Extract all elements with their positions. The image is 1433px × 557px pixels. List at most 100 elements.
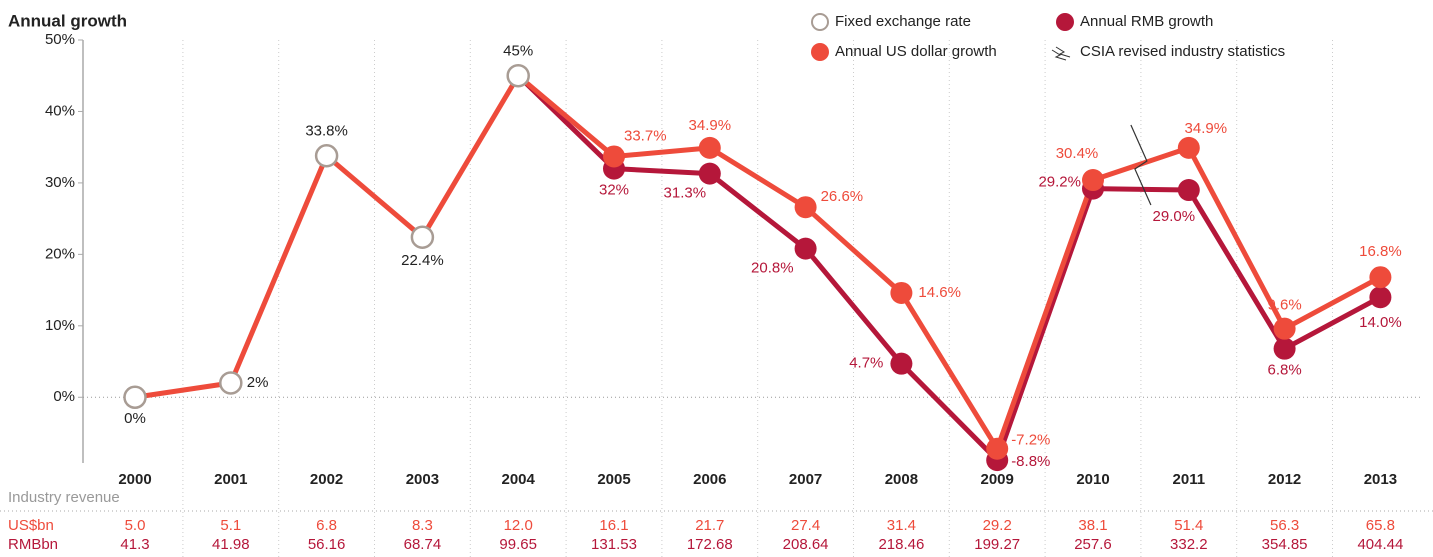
marker bbox=[1177, 136, 1200, 159]
x-tick-label: 2000 bbox=[118, 471, 151, 488]
cell: 12.0 bbox=[504, 517, 533, 534]
data-label: 30.4% bbox=[1056, 145, 1099, 162]
cell: 208.64 bbox=[783, 536, 829, 553]
marker bbox=[698, 136, 721, 159]
marker bbox=[1273, 337, 1296, 360]
cell: 31.4 bbox=[887, 517, 916, 534]
cell: 51.4 bbox=[1174, 517, 1203, 534]
marker bbox=[506, 63, 530, 88]
cell: 332.2 bbox=[1170, 536, 1208, 553]
cell: 21.7 bbox=[695, 517, 724, 534]
cell: 354.85 bbox=[1262, 536, 1308, 553]
data-label: 4.7% bbox=[849, 355, 883, 372]
x-tick-label: 2012 bbox=[1268, 471, 1301, 488]
cell: 56.3 bbox=[1270, 517, 1299, 534]
marker bbox=[1273, 317, 1296, 340]
data-label: 31.3% bbox=[664, 185, 707, 202]
data-label: 26.6% bbox=[821, 188, 864, 205]
table-title: Industry revenue bbox=[8, 489, 120, 506]
x-tick-label: 2003 bbox=[406, 471, 439, 488]
data-label: 33.8% bbox=[305, 123, 348, 140]
data-label: 22.4% bbox=[401, 252, 444, 269]
legend-label: Annual US dollar growth bbox=[835, 43, 997, 60]
marker bbox=[890, 281, 913, 304]
break-symbol bbox=[1130, 124, 1152, 206]
cell: 68.74 bbox=[404, 536, 442, 553]
y-tick-label: 50% bbox=[45, 31, 75, 48]
series-line bbox=[516, 73, 1382, 463]
data-label: 6.8% bbox=[1267, 362, 1301, 379]
cell: 199.27 bbox=[974, 536, 1020, 553]
data-label: 29.2% bbox=[1038, 174, 1081, 191]
cell: 41.3 bbox=[120, 536, 149, 553]
legend-label: CSIA revised industry statistics bbox=[1080, 43, 1285, 60]
chart-title: Annual growth bbox=[8, 11, 127, 30]
y-tick-label: 0% bbox=[53, 388, 75, 405]
data-label: -8.8% bbox=[1011, 453, 1050, 470]
marker bbox=[1082, 169, 1104, 192]
data-label: 0% bbox=[124, 410, 146, 427]
legend-label: Annual RMB growth bbox=[1080, 13, 1213, 30]
cell: 27.4 bbox=[791, 517, 820, 534]
x-tick-label: 2011 bbox=[1173, 471, 1206, 488]
data-label: 16.8% bbox=[1359, 243, 1402, 260]
marker bbox=[603, 145, 625, 168]
marker bbox=[986, 437, 1009, 460]
data-label: 14.0% bbox=[1359, 314, 1402, 331]
marker bbox=[698, 162, 721, 185]
legend-marker bbox=[811, 13, 829, 31]
data-label: 32% bbox=[599, 182, 629, 199]
marker bbox=[1177, 179, 1200, 202]
cell: 8.3 bbox=[412, 517, 433, 534]
marker bbox=[410, 225, 435, 249]
y-tick-label: 40% bbox=[45, 102, 75, 119]
y-tick-label: 30% bbox=[45, 174, 75, 191]
cell: 257.6 bbox=[1074, 536, 1112, 553]
cell: 5.0 bbox=[125, 517, 146, 534]
data-label: 14.6% bbox=[918, 284, 961, 301]
cell: 131.53 bbox=[591, 536, 637, 553]
cell: 41.98 bbox=[212, 536, 250, 553]
marker bbox=[123, 385, 147, 410]
data-label: 45% bbox=[503, 43, 533, 60]
y-tick-label: 10% bbox=[45, 317, 75, 334]
x-tick-label: 2002 bbox=[310, 471, 343, 488]
marker bbox=[794, 237, 817, 260]
x-tick-label: 2005 bbox=[597, 471, 630, 488]
row-label: RMBbn bbox=[8, 536, 58, 553]
x-tick-label: 2010 bbox=[1076, 471, 1109, 488]
cell: 16.1 bbox=[599, 517, 628, 534]
cell: 56.16 bbox=[308, 536, 346, 553]
legend-marker bbox=[811, 43, 829, 61]
data-label: 33.7% bbox=[624, 127, 667, 144]
cell: 65.8 bbox=[1366, 517, 1395, 534]
marker bbox=[890, 352, 913, 375]
cell: 99.65 bbox=[499, 536, 537, 553]
x-tick-label: 2001 bbox=[214, 471, 247, 488]
cell: 404.44 bbox=[1357, 536, 1403, 553]
data-label: 9.6% bbox=[1267, 297, 1301, 314]
series-line bbox=[134, 73, 1382, 452]
legend-label: Fixed exchange rate bbox=[835, 13, 971, 30]
marker bbox=[1369, 266, 1392, 289]
y-tick-label: 20% bbox=[45, 245, 75, 262]
cell: 5.1 bbox=[220, 517, 241, 534]
data-label: 34.9% bbox=[1185, 120, 1228, 137]
cell: 218.46 bbox=[878, 536, 924, 553]
cell: 38.1 bbox=[1078, 517, 1107, 534]
legend-break bbox=[1051, 46, 1071, 61]
x-tick-label: 2004 bbox=[502, 471, 536, 488]
x-tick-label: 2013 bbox=[1364, 471, 1397, 488]
x-tick-label: 2006 bbox=[693, 471, 726, 488]
x-tick-label: 2008 bbox=[885, 471, 918, 488]
data-label: 34.9% bbox=[689, 117, 732, 134]
x-tick-label: 2007 bbox=[789, 471, 822, 488]
row-label: US$bn bbox=[8, 517, 54, 534]
cell: 6.8 bbox=[316, 517, 337, 534]
marker bbox=[794, 196, 817, 219]
x-tick-label: 2009 bbox=[981, 471, 1014, 488]
data-label: 29.0% bbox=[1153, 208, 1196, 225]
marker bbox=[1369, 286, 1392, 309]
cell: 172.68 bbox=[687, 536, 733, 553]
